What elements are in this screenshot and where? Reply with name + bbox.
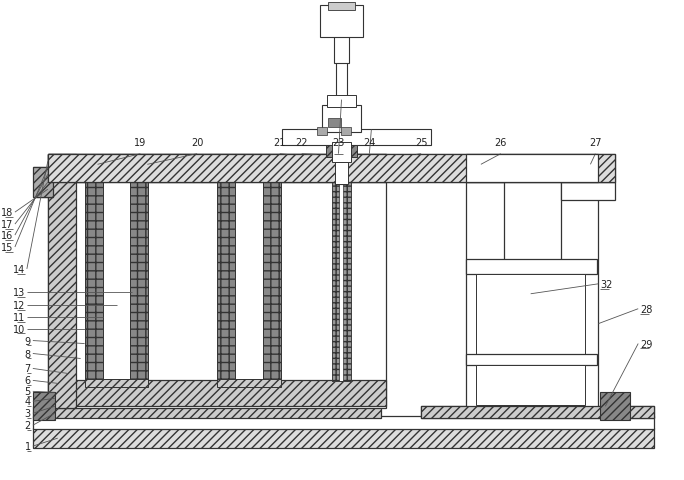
Text: 10: 10 — [12, 324, 25, 334]
Bar — [282, 130, 431, 146]
Bar — [131, 183, 148, 380]
Bar — [466, 155, 598, 183]
Bar — [560, 183, 598, 408]
Text: 12: 12 — [12, 300, 25, 310]
Text: 32: 32 — [601, 279, 613, 289]
Bar — [48, 155, 76, 408]
Bar — [33, 416, 654, 429]
Bar — [332, 183, 339, 382]
Bar — [334, 163, 348, 185]
Bar — [217, 380, 280, 387]
Text: 7: 7 — [25, 364, 31, 373]
Text: 15: 15 — [1, 242, 13, 252]
Text: 25: 25 — [415, 138, 428, 148]
Text: 27: 27 — [589, 138, 602, 148]
Bar — [341, 128, 352, 136]
Text: 4: 4 — [25, 396, 31, 407]
Text: 9: 9 — [25, 336, 31, 346]
Bar — [328, 118, 341, 128]
Bar — [326, 146, 358, 158]
Bar — [421, 407, 654, 419]
Bar — [85, 183, 103, 380]
Bar — [332, 143, 352, 163]
Text: 26: 26 — [495, 138, 507, 148]
Bar — [601, 393, 630, 420]
Bar — [217, 183, 235, 380]
Bar — [476, 366, 586, 406]
Bar — [337, 100, 347, 185]
Bar — [466, 183, 504, 408]
Text: 3: 3 — [25, 408, 31, 419]
Text: 16: 16 — [1, 230, 13, 240]
Bar — [466, 354, 597, 366]
Bar — [48, 155, 386, 183]
Bar — [319, 6, 363, 38]
Text: 20: 20 — [191, 138, 203, 148]
Bar — [263, 183, 280, 380]
Bar — [33, 428, 654, 448]
Bar — [48, 155, 616, 183]
Text: 5: 5 — [25, 386, 31, 396]
Bar — [336, 60, 347, 160]
Text: 8: 8 — [25, 349, 31, 359]
Text: 6: 6 — [25, 376, 31, 385]
Bar — [103, 183, 131, 380]
Bar — [466, 259, 597, 274]
Bar — [334, 36, 350, 64]
Bar — [421, 407, 654, 419]
Text: 28: 28 — [640, 304, 653, 314]
Bar — [560, 183, 616, 201]
Text: 22: 22 — [295, 138, 308, 148]
Bar — [321, 106, 361, 133]
Bar — [85, 380, 148, 387]
Bar — [33, 393, 55, 420]
Bar — [328, 3, 356, 11]
Text: 29: 29 — [640, 339, 653, 349]
Text: 18: 18 — [1, 208, 13, 217]
Text: 14: 14 — [12, 264, 25, 274]
Bar — [317, 128, 326, 136]
Text: 21: 21 — [274, 138, 286, 148]
Text: 19: 19 — [134, 138, 146, 148]
Text: 2: 2 — [25, 420, 31, 430]
Text: 24: 24 — [363, 138, 376, 148]
Bar — [332, 183, 352, 382]
Text: 13: 13 — [12, 287, 25, 297]
Bar — [48, 155, 616, 183]
Bar — [326, 96, 356, 108]
Bar — [48, 155, 386, 408]
Text: 17: 17 — [1, 220, 13, 229]
Bar — [33, 407, 381, 419]
Bar — [48, 381, 386, 407]
Text: 11: 11 — [12, 312, 25, 322]
Text: 23: 23 — [332, 138, 345, 148]
Text: 1: 1 — [25, 441, 31, 451]
Bar — [476, 274, 586, 354]
Bar — [33, 168, 53, 198]
Bar — [343, 183, 352, 382]
Bar — [235, 183, 263, 380]
